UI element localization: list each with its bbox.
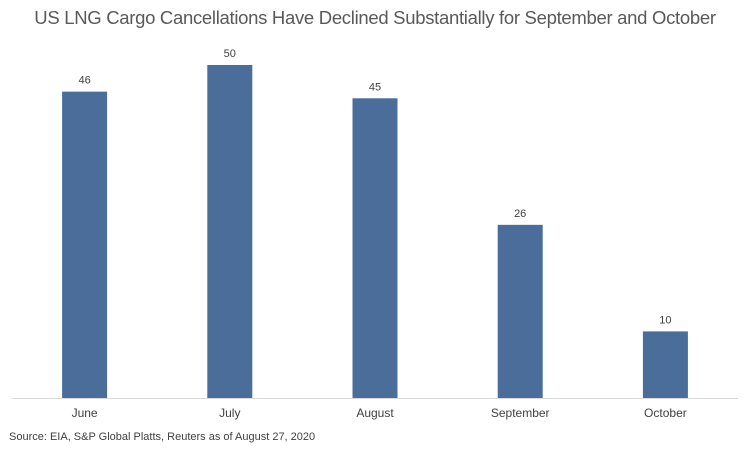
bar-august	[352, 98, 398, 399]
bars-group	[62, 65, 688, 399]
bar-july	[207, 65, 253, 398]
bar-june	[62, 91, 108, 398]
data-label-june: 46	[78, 75, 90, 87]
data-label-september: 26	[514, 208, 526, 220]
x-tick-label-july: July	[219, 406, 240, 420]
x-tick-labels-group: June July August September October	[72, 406, 687, 420]
x-tick-label-october: October	[644, 406, 687, 420]
data-label-october: 10	[659, 314, 671, 326]
data-labels-group: 46 50 45 26 10	[78, 48, 671, 326]
chart-title: US LNG Cargo Cancellations Have Declined…	[34, 7, 716, 28]
x-tick-label-september: September	[491, 406, 550, 420]
data-label-july: 50	[224, 48, 236, 60]
x-tick-label-june: June	[72, 406, 98, 420]
bar-october	[642, 331, 688, 398]
x-tick-label-august: August	[356, 406, 394, 420]
bar-september	[497, 224, 543, 398]
data-label-august: 45	[369, 81, 381, 93]
source-note: Source: EIA, S&P Global Platts, Reuters …	[9, 431, 316, 443]
